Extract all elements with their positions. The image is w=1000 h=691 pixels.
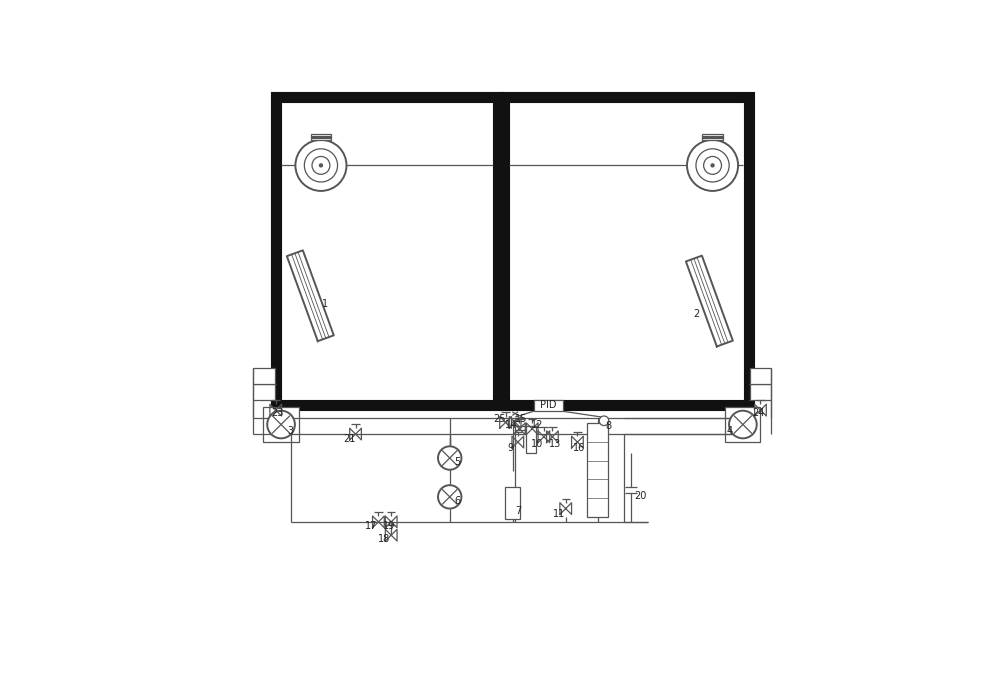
Text: 10: 10	[531, 439, 544, 448]
Bar	[505, 487, 520, 519]
Circle shape	[304, 149, 338, 182]
Bar	[276, 97, 498, 405]
Text: 21: 21	[343, 435, 355, 444]
Bar	[253, 384, 275, 399]
Text: 13: 13	[549, 439, 561, 448]
Text: 11: 11	[553, 509, 565, 519]
Text: 7: 7	[515, 507, 521, 516]
Text: 25: 25	[493, 414, 505, 424]
Bar	[534, 399, 563, 411]
Text: 8: 8	[605, 421, 611, 430]
Circle shape	[711, 164, 714, 167]
Circle shape	[729, 410, 757, 438]
Bar	[504, 97, 749, 405]
Bar	[750, 384, 771, 399]
Text: 9: 9	[508, 443, 514, 453]
Text: 17: 17	[365, 521, 377, 531]
Bar	[587, 424, 608, 517]
Bar	[526, 426, 536, 453]
Bar	[702, 134, 723, 140]
Text: 3: 3	[288, 426, 294, 436]
Text: 15: 15	[515, 414, 528, 424]
Text: 18: 18	[378, 534, 390, 544]
Text: 12: 12	[531, 419, 544, 430]
Bar	[311, 134, 331, 140]
Bar	[750, 368, 771, 384]
Circle shape	[319, 164, 322, 167]
Text: 14: 14	[505, 419, 517, 430]
Circle shape	[295, 140, 346, 191]
Text: 23: 23	[271, 408, 284, 418]
Bar	[253, 368, 275, 384]
Text: PID: PID	[540, 400, 556, 410]
Text: 6: 6	[454, 495, 460, 506]
Text: 5: 5	[454, 457, 460, 467]
Text: 1: 1	[322, 299, 328, 309]
Bar	[263, 407, 299, 442]
Circle shape	[599, 416, 609, 426]
Circle shape	[438, 446, 461, 470]
Circle shape	[696, 149, 729, 182]
Circle shape	[438, 485, 461, 509]
Circle shape	[267, 410, 295, 438]
Circle shape	[687, 140, 738, 191]
Circle shape	[312, 156, 330, 174]
Text: 2: 2	[693, 310, 699, 319]
Bar	[725, 407, 760, 442]
Text: 19: 19	[383, 521, 395, 531]
Text: 16: 16	[573, 443, 585, 453]
Text: 20: 20	[634, 491, 646, 502]
Circle shape	[704, 156, 721, 174]
Text: 4: 4	[727, 426, 733, 436]
Text: 24: 24	[752, 408, 765, 418]
